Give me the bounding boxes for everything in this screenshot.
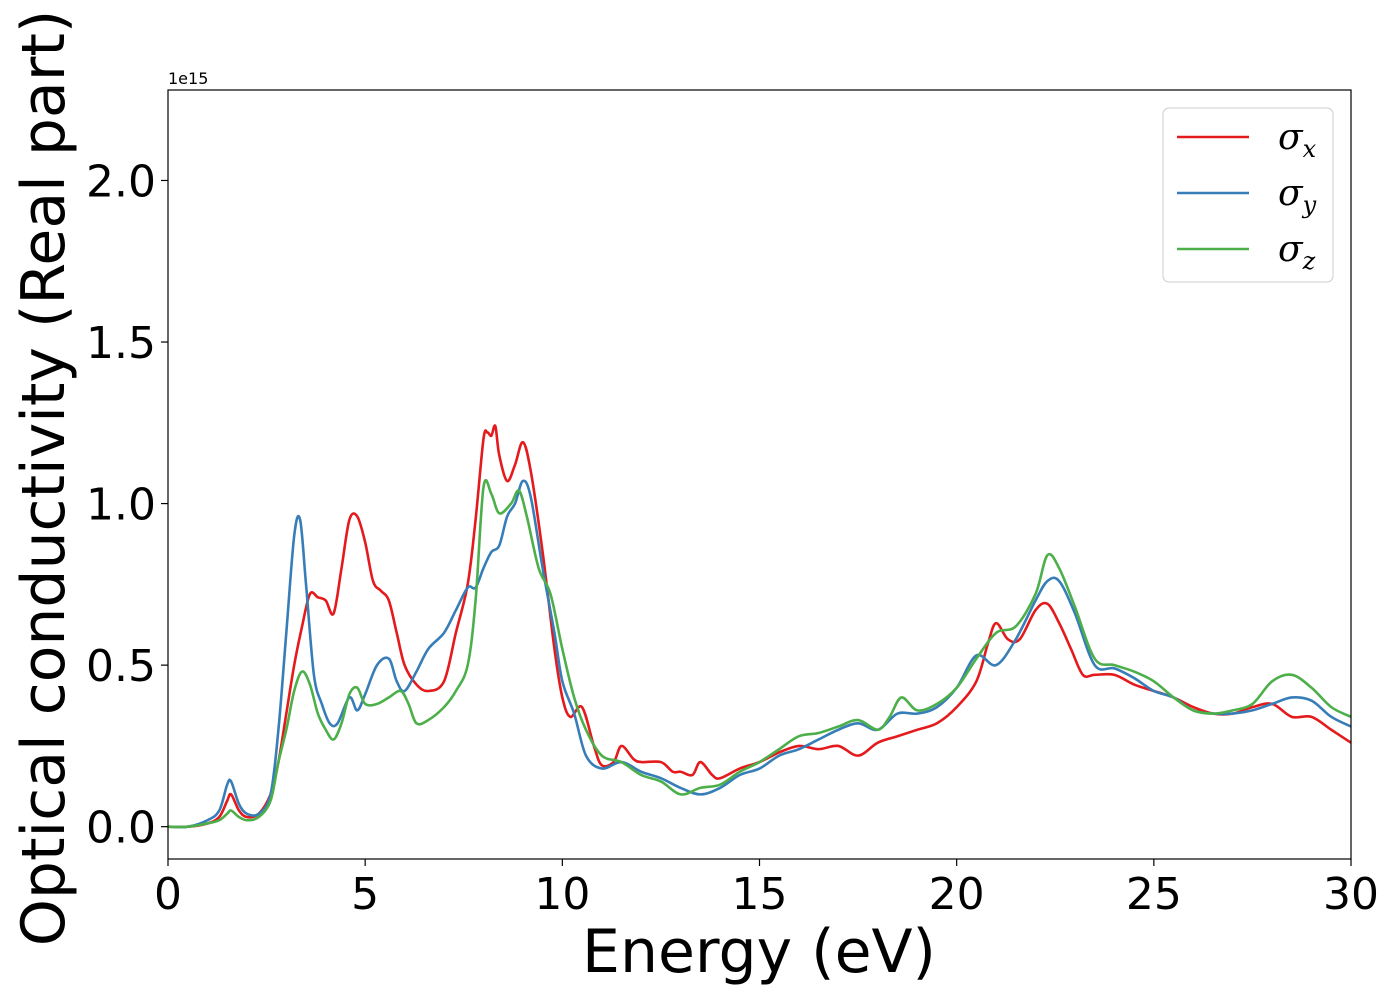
legend-box xyxy=(1162,107,1334,283)
x-tick-label: 15 xyxy=(732,869,788,920)
y-tick-label: 1.0 xyxy=(86,480,156,531)
series-lines xyxy=(167,424,1352,829)
plot-background xyxy=(168,90,1351,859)
x-axis-title: Energy (eV) xyxy=(582,917,936,987)
series-line-y xyxy=(167,479,1352,829)
y-offset-label: 1e15 xyxy=(168,69,208,88)
y-tick-label: 0.5 xyxy=(86,641,156,692)
y-tick-label: 1.5 xyxy=(86,318,156,369)
legend-label-y: σy xyxy=(1278,173,1317,219)
y-axis: 0.0 0.5 1.0 1.5 2.0 xyxy=(86,156,168,854)
y-tick-label: 2.0 xyxy=(86,156,156,207)
x-tick-label: 30 xyxy=(1323,869,1379,920)
y-tick-label: 0.0 xyxy=(86,803,156,854)
x-axis: 0 5 10 15 20 25 30 xyxy=(154,859,1379,920)
legend: σx σy σz xyxy=(1162,107,1334,283)
x-tick-label: 5 xyxy=(351,869,379,920)
x-tick-label: 25 xyxy=(1126,869,1182,920)
legend-label-z: σz xyxy=(1278,229,1316,275)
legend-label-x: σx xyxy=(1278,117,1317,163)
y-axis-title: Optical conductivity (Real part) xyxy=(9,10,79,947)
x-tick-label: 10 xyxy=(534,869,590,920)
x-tick-label: 20 xyxy=(929,869,985,920)
x-tick-label: 0 xyxy=(154,869,182,920)
series-line-z xyxy=(167,479,1352,829)
